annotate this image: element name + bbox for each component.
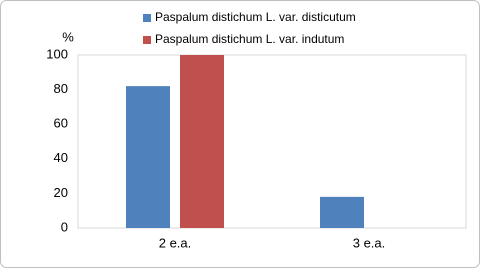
plot-area xyxy=(77,54,467,229)
legend-swatch xyxy=(143,36,151,44)
y-tick-label: 100 xyxy=(46,46,68,61)
y-tick-label: 60 xyxy=(54,116,68,131)
bar xyxy=(180,55,224,228)
legend-swatch xyxy=(143,14,151,22)
x-tick-label: 3 e.a. xyxy=(353,235,386,250)
legend-label: Paspalum distichum L. var. indutum xyxy=(155,32,344,46)
bar xyxy=(320,196,364,228)
y-tick-label: 20 xyxy=(54,185,68,200)
bar xyxy=(126,86,170,228)
legend-label: Paspalum distichum L. var. disticutum xyxy=(155,10,356,24)
y-tick-label: 40 xyxy=(54,150,68,165)
y-axis-label: % xyxy=(62,29,74,44)
y-tick-label: 0 xyxy=(61,219,68,234)
x-tick-label: 2 e.a. xyxy=(159,235,192,250)
y-tick-label: 80 xyxy=(54,81,68,96)
